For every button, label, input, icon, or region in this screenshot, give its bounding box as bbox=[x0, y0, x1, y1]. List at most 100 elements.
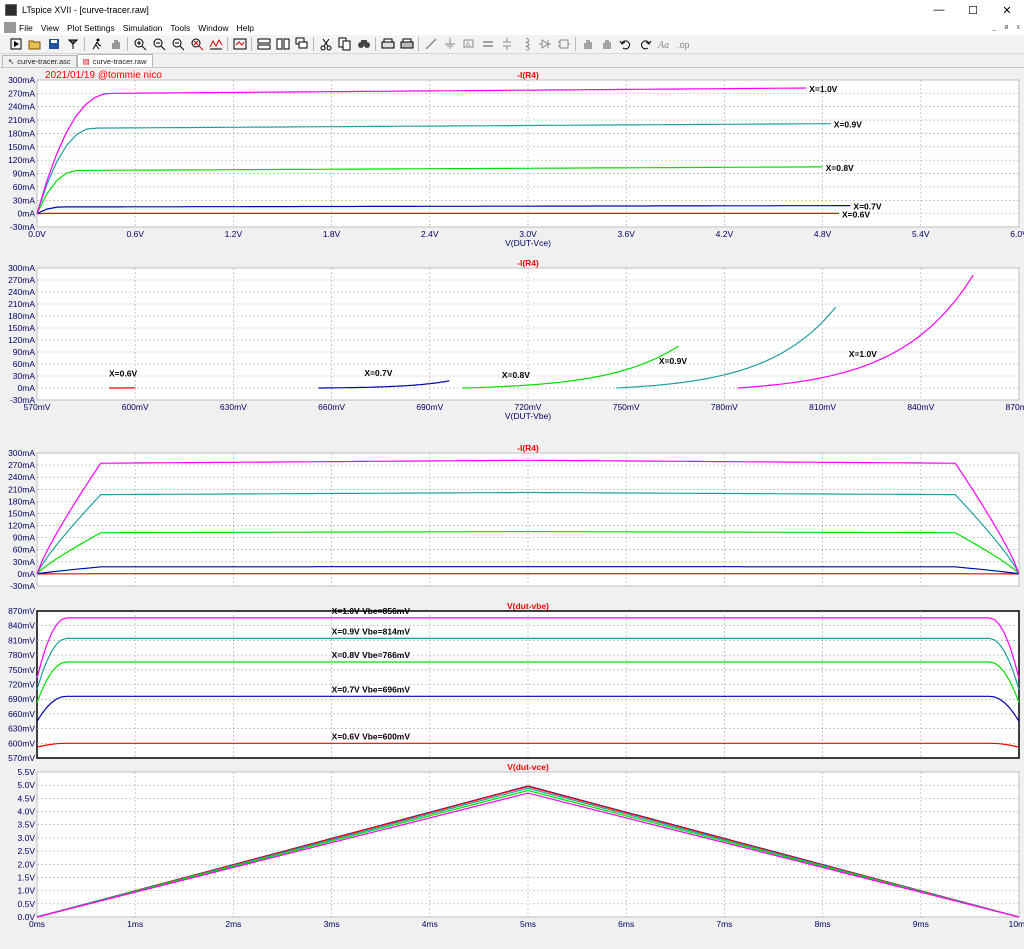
trace-vbe bbox=[36, 661, 1020, 703]
cascade-icon bbox=[295, 37, 307, 49]
fit-button[interactable] bbox=[230, 36, 249, 53]
curve-label: X=0.8V bbox=[826, 163, 854, 173]
y-tick-label: 240mA bbox=[8, 472, 35, 482]
x-tick-label: 2ms bbox=[225, 919, 241, 929]
diode-button[interactable] bbox=[535, 36, 554, 53]
label-button[interactable]: A bbox=[459, 36, 478, 53]
y-tick-label: 5.0V bbox=[18, 780, 36, 790]
print-icon bbox=[400, 38, 413, 49]
print-button[interactable] bbox=[397, 36, 416, 53]
curve-label: X=1.0V Vbe=856mV bbox=[332, 606, 411, 616]
autorange-icon bbox=[209, 38, 222, 50]
resistor-button[interactable] bbox=[478, 36, 497, 53]
y-tick-label: 0mA bbox=[18, 209, 36, 219]
menu-plot-settings[interactable]: Plot Settings bbox=[66, 22, 115, 33]
spice-directive-button[interactable]: .op bbox=[673, 36, 692, 53]
tab-schematic[interactable]: ↖ curve-tracer.asc bbox=[2, 55, 77, 67]
autorange-button[interactable] bbox=[206, 36, 225, 53]
ltspice-app-icon bbox=[5, 4, 17, 16]
capacitor-button[interactable] bbox=[497, 36, 516, 53]
curve-label: X=0.7V Vbe=696mV bbox=[332, 684, 411, 694]
waveform-viewer[interactable]: 2021/01/19 @tommie nico 0.0V 0.6V 1.2V 1.8V 2… bbox=[0, 68, 1024, 949]
move-button[interactable] bbox=[578, 36, 597, 53]
tab-waveform[interactable]: ▤ curve-tracer.raw bbox=[76, 54, 153, 67]
x-tick-label: 6.0V bbox=[1010, 229, 1024, 239]
y-tick-label: 2.5V bbox=[18, 846, 36, 856]
y-tick-label: 600mV bbox=[8, 738, 35, 748]
y-tick-label: 210mA bbox=[8, 299, 35, 309]
menu-file[interactable]: File bbox=[19, 22, 33, 33]
x-tick-label: 4.2V bbox=[716, 229, 734, 239]
plot-canvas[interactable]: 2021/01/19 @tommie nico 0.0V 0.6V 1.2V 1.8V 2… bbox=[0, 68, 1024, 949]
tile-horizontal-button[interactable] bbox=[254, 36, 273, 53]
mdi-restore-button[interactable]: ø bbox=[1004, 24, 1009, 31]
x-tick-label: 840mV bbox=[907, 402, 934, 412]
document-menu-icon[interactable] bbox=[4, 22, 16, 33]
mdi-close-button[interactable]: x bbox=[1016, 24, 1021, 31]
y-tick-label: 300mA bbox=[8, 263, 35, 273]
x-tick-label: 630mV bbox=[220, 402, 247, 412]
y-tick-label: 30mA bbox=[13, 371, 36, 381]
print-preview-button[interactable] bbox=[378, 36, 397, 53]
toolbar-separator bbox=[127, 37, 128, 51]
open-button[interactable] bbox=[25, 36, 44, 53]
undo-button[interactable] bbox=[616, 36, 635, 53]
trace-vce bbox=[36, 789, 1020, 918]
zoom-cancel-icon bbox=[191, 38, 203, 51]
curve-label: X=0.7V bbox=[364, 368, 392, 378]
close-button[interactable]: ✕ bbox=[1002, 4, 1012, 17]
y-tick-label: 1.5V bbox=[18, 872, 36, 882]
menu-help[interactable]: Help bbox=[236, 22, 254, 33]
menu-tools[interactable]: Tools bbox=[170, 22, 191, 33]
save-button[interactable] bbox=[44, 36, 63, 53]
find-button[interactable] bbox=[354, 36, 373, 53]
curve-X=0.7V bbox=[318, 380, 450, 389]
inductor-button[interactable] bbox=[516, 36, 535, 53]
tile-horizontal-icon bbox=[257, 38, 270, 50]
cascade-button[interactable] bbox=[292, 36, 311, 53]
window-title: LTspice XVII - [curve-tracer.raw] bbox=[22, 5, 149, 15]
curve-label: X=0.9V bbox=[834, 120, 862, 130]
zoom-in-button[interactable] bbox=[130, 36, 149, 53]
cut-button[interactable] bbox=[316, 36, 335, 53]
maximize-button[interactable]: ☐ bbox=[968, 4, 978, 17]
zoom-cancel-button[interactable] bbox=[187, 36, 206, 53]
control-panel-button[interactable] bbox=[63, 36, 82, 53]
annotation-text: 2021/01/19 @tommie nico bbox=[45, 70, 162, 81]
zoom-out-button[interactable] bbox=[149, 36, 168, 53]
x-tick-label: 750mV bbox=[613, 402, 640, 412]
x-tick-label: 5ms bbox=[520, 919, 536, 929]
minimize-button[interactable]: — bbox=[933, 4, 945, 16]
run-button[interactable] bbox=[6, 36, 25, 53]
text-button[interactable]: Aa bbox=[654, 36, 673, 53]
menu-window[interactable]: Window bbox=[198, 22, 229, 33]
y-tick-label: 570mV bbox=[8, 753, 35, 763]
copy-button[interactable] bbox=[335, 36, 354, 53]
y-tick-label: 870mV bbox=[8, 606, 35, 616]
mdi-minimize-button[interactable]: _ bbox=[992, 24, 997, 31]
y-tick-label: 810mV bbox=[8, 635, 35, 645]
y-tick-label: 90mA bbox=[13, 169, 36, 179]
y-tick-label: 210mA bbox=[8, 484, 35, 494]
svg-text:A: A bbox=[466, 42, 470, 48]
x-tick-label: 0.6V bbox=[126, 229, 144, 239]
toolbar-separator bbox=[418, 37, 419, 51]
drag-button[interactable] bbox=[597, 36, 616, 53]
y-tick-label: -30mA bbox=[10, 222, 35, 232]
menu-view[interactable]: View bbox=[40, 22, 59, 33]
x-tick-label: 10ms bbox=[1009, 919, 1024, 929]
curve-X=0.9V bbox=[36, 123, 831, 214]
ground-button[interactable] bbox=[440, 36, 459, 53]
run-man-button[interactable] bbox=[87, 36, 106, 53]
y-tick-label: 630mV bbox=[8, 724, 35, 734]
wire-button[interactable] bbox=[421, 36, 440, 53]
component-button[interactable] bbox=[554, 36, 573, 53]
ground-icon bbox=[444, 38, 455, 49]
halt-hand-button[interactable] bbox=[106, 36, 125, 53]
y-tick-label: 3.0V bbox=[18, 833, 36, 843]
menu-simulation[interactable]: Simulation bbox=[122, 22, 163, 33]
zoom-out-button[interactable] bbox=[168, 36, 187, 53]
redo-button[interactable] bbox=[635, 36, 654, 53]
tile-vertical-button[interactable] bbox=[273, 36, 292, 53]
y-tick-label: -30mA bbox=[10, 395, 35, 405]
